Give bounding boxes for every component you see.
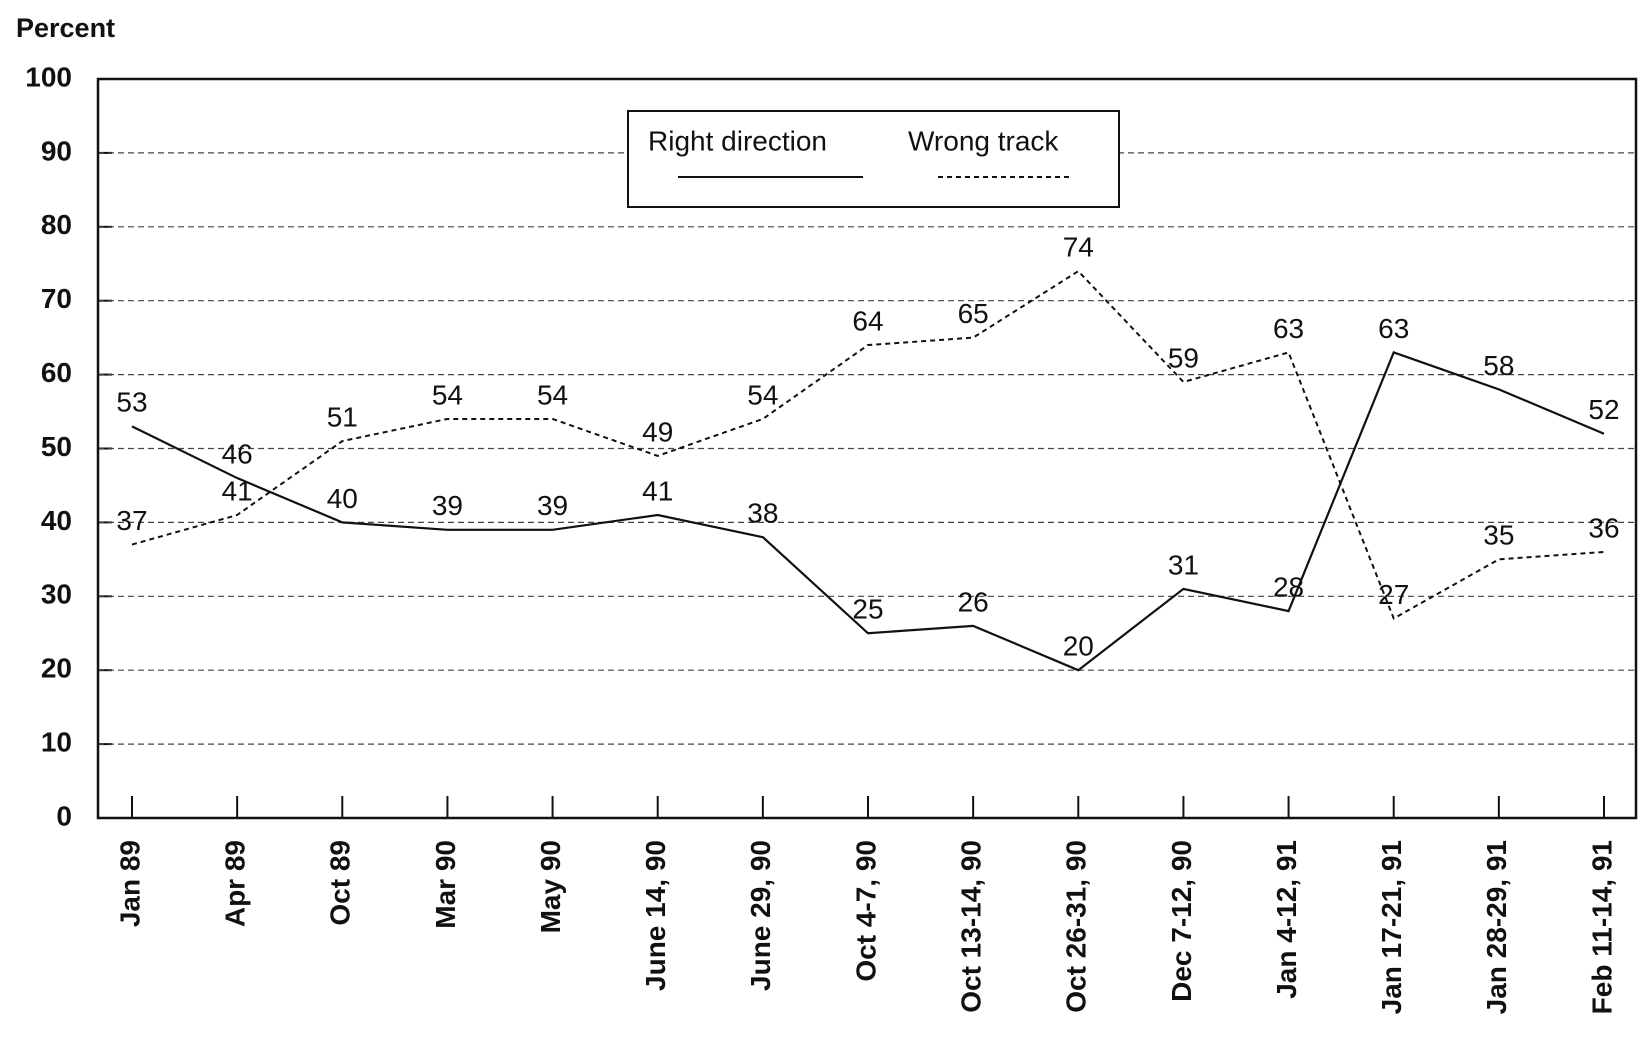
data-label: 54 xyxy=(432,379,463,410)
data-label: 28 xyxy=(1273,571,1304,602)
data-label: 39 xyxy=(432,490,463,521)
data-label: 65 xyxy=(958,298,989,329)
data-label: 63 xyxy=(1378,313,1409,344)
data-label: 74 xyxy=(1063,232,1094,263)
data-label: 27 xyxy=(1378,579,1409,610)
series-line xyxy=(131,351,1605,672)
data-label: 53 xyxy=(116,387,147,418)
series-line xyxy=(131,269,1605,620)
data-label: 25 xyxy=(852,594,883,625)
data-label: 20 xyxy=(1063,631,1094,662)
data-label: 31 xyxy=(1168,549,1199,580)
y-axis-label: Percent xyxy=(16,13,115,43)
data-label: 54 xyxy=(537,379,568,410)
data-label: 49 xyxy=(642,416,673,447)
y-tick-label: 20 xyxy=(41,653,72,684)
x-tick-label: Jan 17-21, 91 xyxy=(1376,840,1407,1014)
y-tick-label: 0 xyxy=(56,800,72,831)
y-tick-label: 10 xyxy=(41,726,72,757)
x-tick-label: Apr 89 xyxy=(220,840,251,927)
y-tick-label: 100 xyxy=(25,61,72,92)
x-tick-label: Feb 11-14, 91 xyxy=(1586,840,1617,1014)
y-tick-label: 60 xyxy=(41,357,72,388)
x-tick-label: Jan 89 xyxy=(114,840,145,927)
data-label: 38 xyxy=(747,498,778,529)
legend-label: Wrong track xyxy=(908,125,1059,156)
data-label: 54 xyxy=(747,379,778,410)
data-label: 51 xyxy=(327,402,358,433)
data-label: 41 xyxy=(642,475,673,506)
x-tick-label: June 29, 90 xyxy=(745,840,776,991)
data-label: 26 xyxy=(958,586,989,617)
x-tick-label: Jan 28-29, 91 xyxy=(1481,840,1512,1014)
data-label: 63 xyxy=(1273,313,1304,344)
y-tick-label: 50 xyxy=(41,431,72,462)
x-tick-label: Mar 90 xyxy=(430,840,461,929)
x-tick-label: Dec 7-12, 90 xyxy=(1166,840,1197,1002)
legend-box xyxy=(627,110,1120,208)
x-tick-label: Jan 4-12, 91 xyxy=(1271,840,1302,999)
data-label: 37 xyxy=(116,505,147,536)
data-label: 36 xyxy=(1588,512,1619,543)
x-tick-label: May 90 xyxy=(535,840,566,933)
data-label: 40 xyxy=(327,483,358,514)
y-tick-label: 80 xyxy=(41,209,72,240)
y-tick-label: 30 xyxy=(41,579,72,610)
legend-label: Right direction xyxy=(648,125,827,156)
data-label: 41 xyxy=(222,475,253,506)
y-tick-label: 90 xyxy=(41,135,72,166)
x-tick-label: Oct 89 xyxy=(325,840,356,926)
data-label: 64 xyxy=(852,305,883,336)
data-label: 35 xyxy=(1483,520,1514,551)
x-tick-label: Oct 4-7, 90 xyxy=(850,840,881,982)
data-label: 58 xyxy=(1483,350,1514,381)
x-tick-label: Oct 26-31, 90 xyxy=(1061,840,1092,1013)
data-label: 39 xyxy=(537,490,568,521)
y-tick-label: 70 xyxy=(41,283,72,314)
data-label: 52 xyxy=(1588,394,1619,425)
data-label: 46 xyxy=(222,438,253,469)
x-tick-label: June 14, 90 xyxy=(640,840,671,991)
data-label: 59 xyxy=(1168,342,1199,373)
y-tick-label: 40 xyxy=(41,505,72,536)
x-tick-label: Oct 13-14, 90 xyxy=(956,840,987,1013)
